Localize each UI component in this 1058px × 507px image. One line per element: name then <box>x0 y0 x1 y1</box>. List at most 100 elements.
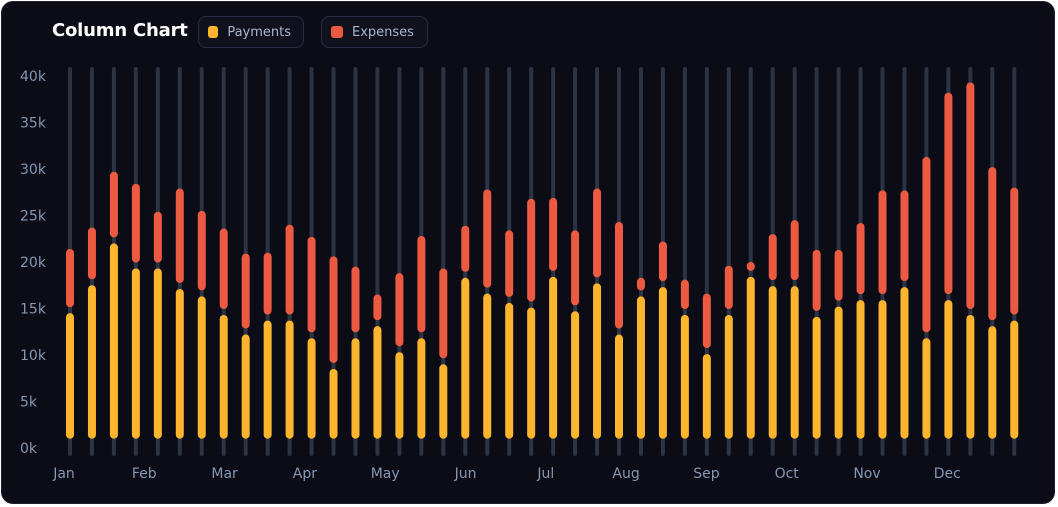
payments-bar <box>395 352 404 439</box>
expenses-bar <box>988 167 997 321</box>
x-tick-label: Oct <box>775 466 800 482</box>
x-tick-label: Sep <box>693 466 720 482</box>
expenses-bar <box>878 190 887 295</box>
y-tick-label: 15k <box>20 302 47 318</box>
payments-bar <box>241 334 250 439</box>
expenses-bar <box>131 183 140 263</box>
payments-swatch <box>208 26 219 38</box>
expenses-bar <box>658 241 667 282</box>
expenses-bar <box>439 268 448 359</box>
payments-bar <box>812 316 821 439</box>
expenses-bar <box>527 198 536 302</box>
expenses-bar <box>263 252 272 315</box>
payments-bar <box>790 286 799 439</box>
legend-item-expenses[interactable]: Expenses <box>321 16 428 48</box>
payments-bar <box>329 368 338 439</box>
expenses-bar <box>66 248 74 308</box>
x-tick-label: Jun <box>454 466 477 482</box>
x-tick-label: Jan <box>52 466 75 482</box>
y-tick-label: 20k <box>20 255 47 271</box>
payments-bar <box>373 326 382 439</box>
x-tick-label: Apr <box>293 466 317 482</box>
expenses-bar <box>307 236 316 333</box>
expenses-bar <box>175 188 184 283</box>
payments-bar <box>285 320 294 439</box>
chart-title: Column Chart <box>52 20 188 41</box>
payments-bar <box>834 306 843 439</box>
expenses-bar <box>417 235 426 333</box>
expenses-bar <box>571 230 580 306</box>
payments-bar <box>615 334 623 439</box>
expenses-bar <box>153 211 162 263</box>
legend-label-expenses: Expenses <box>352 24 414 40</box>
expenses-bar <box>702 293 711 349</box>
expenses-bar <box>834 249 843 301</box>
payments-bar <box>966 315 975 439</box>
y-tick-label: 30k <box>20 162 47 178</box>
y-tick-label: 0k <box>20 441 38 457</box>
expenses-bar <box>922 156 931 333</box>
payments-bar <box>505 302 514 439</box>
y-tick-label: 40k <box>20 69 47 85</box>
expenses-bar <box>329 256 338 363</box>
payments-bar <box>175 288 184 439</box>
payments-bar <box>900 287 909 439</box>
expenses-bar <box>724 265 733 310</box>
payments-bar <box>1010 320 1019 439</box>
payments-bar <box>417 338 426 439</box>
payments-bar <box>593 283 602 439</box>
payments-bar <box>66 313 74 439</box>
expenses-bar <box>900 190 909 282</box>
payments-bar <box>153 268 162 439</box>
payments-bar <box>439 364 448 439</box>
x-tick-label: Jul <box>536 466 554 482</box>
legend-label-payments: Payments <box>227 24 291 40</box>
payments-bar <box>461 277 470 439</box>
expenses-bar <box>505 230 514 297</box>
y-tick-label: 35k <box>20 116 47 132</box>
expenses-bar <box>812 249 821 311</box>
payments-bar <box>263 320 272 439</box>
y-tick-label: 25k <box>20 209 47 225</box>
payments-bar <box>351 338 360 439</box>
payments-bar <box>658 287 667 439</box>
x-tick-label: Aug <box>612 466 639 482</box>
expenses-bar <box>790 220 799 281</box>
payments-bar <box>307 338 316 439</box>
payments-bar <box>746 276 755 439</box>
payments-bar <box>702 354 711 439</box>
x-tick-label: Dec <box>934 466 961 482</box>
expenses-bar <box>285 224 294 315</box>
expenses-bar <box>593 188 602 278</box>
payments-bar <box>724 315 733 439</box>
payments-bar <box>856 300 865 439</box>
expenses-bar <box>461 225 470 272</box>
bar-track <box>441 67 446 456</box>
expenses-bar <box>615 222 623 329</box>
expenses-swatch <box>331 26 343 38</box>
expenses-bar <box>856 222 865 295</box>
y-tick-label: 10k <box>20 348 47 364</box>
y-tick-label: 5k <box>20 395 38 411</box>
payments-bar <box>636 296 645 439</box>
payments-bar <box>197 296 206 439</box>
expenses-bar <box>87 227 96 280</box>
expenses-bar <box>746 262 755 271</box>
payments-bar <box>768 286 777 439</box>
expenses-bar <box>966 82 975 310</box>
payments-bar <box>109 243 118 439</box>
expenses-bar <box>768 234 777 281</box>
expenses-bar <box>351 266 360 333</box>
payments-bar <box>944 300 953 439</box>
expenses-bar <box>197 210 206 291</box>
payments-bar <box>988 326 997 439</box>
expenses-bar <box>944 92 953 295</box>
payments-bar <box>680 315 689 439</box>
payments-bar <box>922 338 931 439</box>
expenses-bar <box>1010 187 1019 315</box>
payments-bar <box>527 307 536 439</box>
expenses-bar <box>483 189 492 288</box>
payments-bar <box>87 285 96 439</box>
legend-item-payments[interactable]: Payments <box>198 16 304 48</box>
